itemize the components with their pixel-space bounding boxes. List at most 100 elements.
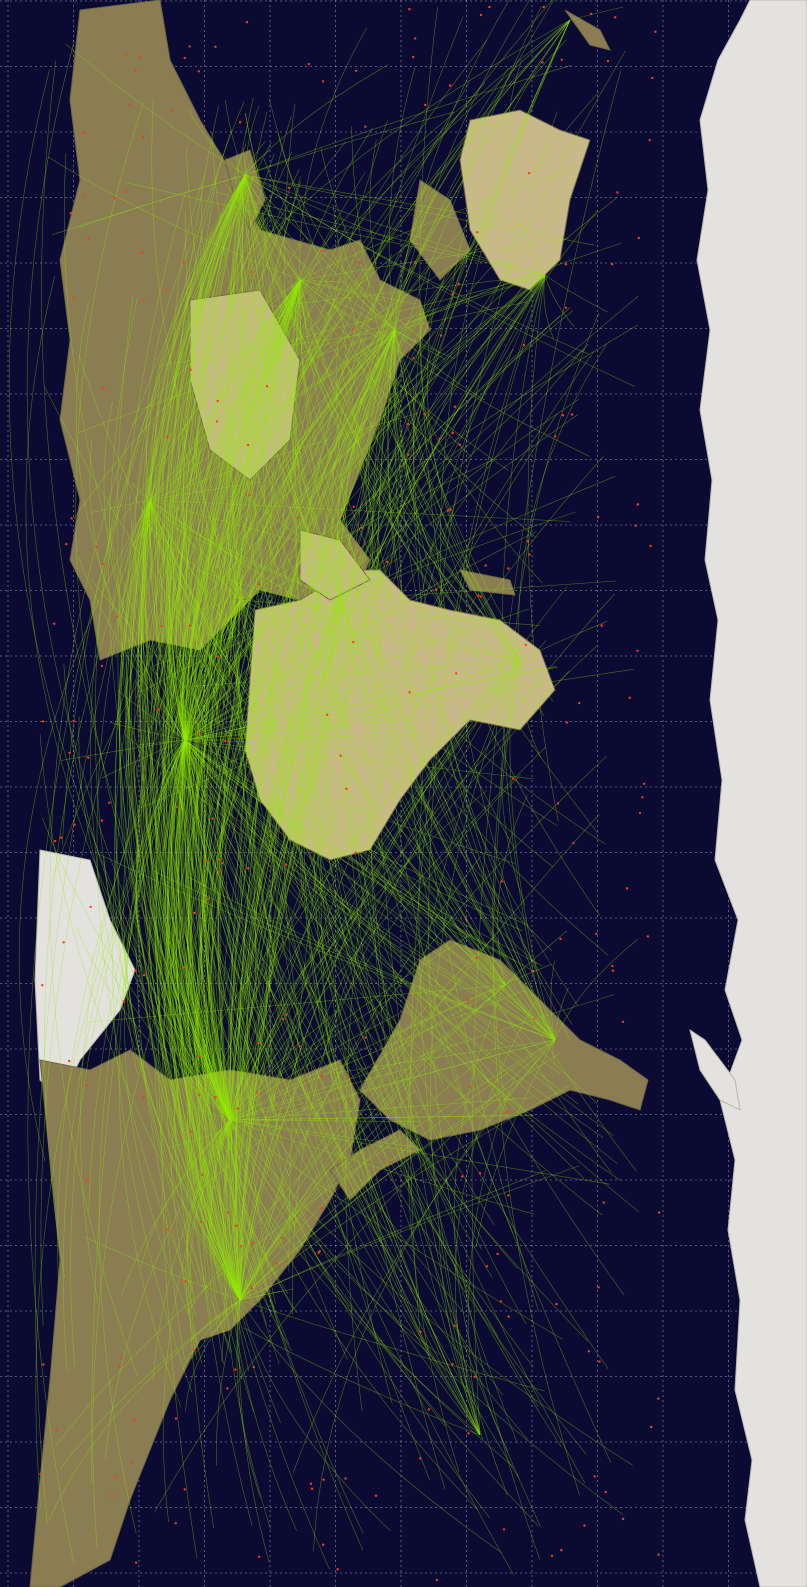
- route: [322, 329, 458, 1220]
- route: [144, 499, 321, 1063]
- route: [239, 856, 481, 1301]
- route: [155, 279, 301, 1292]
- airport: [466, 998, 470, 1001]
- route: [413, 271, 556, 1041]
- route: [239, 586, 568, 1301]
- airport: [100, 819, 104, 822]
- route: [178, 151, 293, 741]
- route: [244, 174, 502, 688]
- airport: [386, 560, 389, 563]
- route: [184, 546, 354, 741]
- route: [184, 211, 481, 1436]
- route: [149, 499, 305, 544]
- route: [239, 197, 618, 601]
- route: [184, 725, 191, 741]
- airport: [611, 263, 614, 266]
- southeast-asia-islands: [409, 179, 471, 281]
- route: [229, 1067, 410, 1121]
- route: [323, 19, 571, 350]
- route: [149, 499, 558, 827]
- airport: [310, 1487, 314, 1490]
- route: [149, 436, 186, 741]
- route: [339, 599, 553, 951]
- airport: [553, 435, 557, 438]
- route: [194, 569, 521, 661]
- route: [155, 739, 186, 845]
- route: [203, 299, 339, 1121]
- route: [165, 721, 186, 741]
- route: [225, 703, 355, 1301]
- route: [229, 725, 471, 1121]
- route: [229, 210, 598, 1121]
- route: [501, 274, 546, 1024]
- route: [387, 329, 578, 1006]
- route: [237, 599, 323, 1136]
- airport: [281, 1236, 284, 1240]
- route: [239, 599, 341, 1136]
- route: [156, 236, 231, 1121]
- route: [181, 679, 231, 1121]
- route: [184, 739, 579, 1105]
- route: [394, 167, 441, 331]
- route: [151, 174, 290, 1345]
- airport: [320, 1074, 323, 1077]
- route: [184, 353, 338, 741]
- route: [315, 599, 433, 1182]
- route: [184, 630, 384, 741]
- route: [176, 787, 231, 1121]
- airport: [522, 343, 526, 347]
- route: [239, 1170, 546, 1301]
- route: [70, 739, 186, 1366]
- route: [184, 739, 554, 1031]
- route: [226, 174, 495, 1225]
- airport: [357, 261, 361, 264]
- route: [211, 659, 521, 770]
- airport: [238, 121, 242, 124]
- route: [165, 345, 246, 741]
- route: [184, 739, 621, 1181]
- route: [94, 447, 241, 1301]
- airport: [265, 385, 269, 388]
- route: [224, 1119, 297, 1531]
- airport: [252, 1241, 255, 1245]
- route: [299, 279, 499, 923]
- airport: [497, 1028, 500, 1032]
- route: [238, 599, 303, 1057]
- route: [229, 1119, 633, 1466]
- route: [149, 499, 454, 911]
- route: [129, 499, 294, 1310]
- airport: [298, 1045, 301, 1048]
- airport: [641, 796, 644, 799]
- route: [299, 279, 382, 645]
- airport: [550, 1554, 554, 1558]
- route: [409, 274, 546, 1332]
- route: [196, 174, 246, 709]
- route: [155, 373, 481, 1436]
- airport: [564, 263, 568, 266]
- airport: [157, 708, 161, 711]
- route: [219, 1087, 241, 1301]
- route: [254, 657, 506, 986]
- route: [239, 1044, 453, 1301]
- airport: [336, 1568, 339, 1571]
- airport: [174, 1417, 178, 1420]
- route: [229, 1053, 277, 1301]
- airport: [206, 897, 210, 901]
- route: [179, 170, 231, 1121]
- route: [426, 309, 521, 661]
- airport: [638, 811, 642, 815]
- route: [129, 499, 183, 1066]
- airport: [438, 437, 441, 440]
- route: [229, 1119, 623, 1515]
- airport: [87, 237, 91, 240]
- airport: [616, 191, 619, 194]
- route: [244, 64, 572, 176]
- airport: [451, 431, 455, 435]
- airport: [245, 21, 249, 24]
- route: [52, 329, 396, 880]
- airport: [507, 1194, 510, 1197]
- airport: [250, 1287, 254, 1290]
- route: [519, 621, 608, 661]
- airport: [556, 802, 560, 805]
- route: [196, 794, 241, 1301]
